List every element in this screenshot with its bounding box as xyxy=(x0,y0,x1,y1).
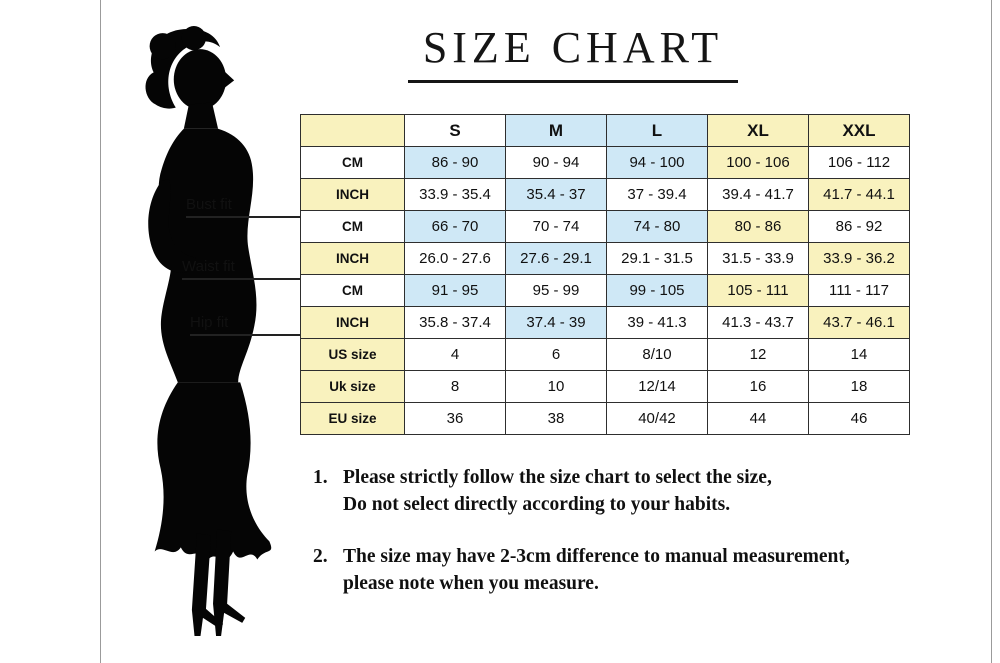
size-value-cell: 41.7 - 44.1 xyxy=(808,178,910,211)
size-table-row: EU size 36 38 40/42 44 46 xyxy=(300,402,910,435)
note-1-number: 1. xyxy=(313,467,328,488)
note-1-line-1: Please strictly follow the size chart to… xyxy=(343,467,772,488)
row-label-cell: INCH xyxy=(300,306,405,339)
size-table: S M L XL XXL CM 86 - 90 90 - 94 94 - 100 100 - 10… xyxy=(300,114,910,435)
size-table-header-row: S M L XL XXL xyxy=(300,114,910,147)
size-value-cell: 33.9 - 35.4 xyxy=(404,178,506,211)
size-value-cell: 86 - 90 xyxy=(404,146,506,179)
size-value-cell: 8 xyxy=(404,370,506,403)
size-column-header: M xyxy=(505,114,607,147)
fit-label-hip: Hip fit xyxy=(190,314,302,336)
note-2-number: 2. xyxy=(313,546,328,567)
size-value-cell: 35.4 - 37 xyxy=(505,178,607,211)
size-value-cell: 39 - 41.3 xyxy=(606,306,708,339)
row-label-cell: CM xyxy=(300,210,405,243)
page-title: SIZE CHART xyxy=(408,22,738,83)
right-border-line xyxy=(991,0,992,663)
size-value-cell: 37.4 - 39 xyxy=(505,306,607,339)
size-value-cell: 41.3 - 43.7 xyxy=(707,306,809,339)
size-value-cell: 46 xyxy=(808,402,910,435)
size-table-row: CM 86 - 90 90 - 94 94 - 100 100 - 106 106 - 1… xyxy=(300,146,910,179)
size-table-row: CM 66 - 70 70 - 74 74 - 80 80 - 86 86 - 92 xyxy=(300,210,910,243)
size-value-cell: 44 xyxy=(707,402,809,435)
note-1-body: Please strictly follow the size chart to… xyxy=(343,464,772,518)
size-value-cell: 29.1 - 31.5 xyxy=(606,242,708,275)
size-value-cell: 70 - 74 xyxy=(505,210,607,243)
size-value-cell: 26.0 - 27.6 xyxy=(404,242,506,275)
size-value-cell: 40/42 xyxy=(606,402,708,435)
size-value-cell: 39.4 - 41.7 xyxy=(707,178,809,211)
size-value-cell: 66 - 70 xyxy=(404,210,506,243)
note-2-line-2: please note when you measure. xyxy=(343,573,599,594)
size-value-cell: 80 - 86 xyxy=(707,210,809,243)
size-value-cell: 8/10 xyxy=(606,338,708,371)
fit-label-bust-text: Bust fit xyxy=(186,196,232,213)
note-2-line-1: The size may have 2-3cm difference to ma… xyxy=(343,546,850,567)
row-label-cell: Uk size xyxy=(300,370,405,403)
size-value-cell: 27.6 - 29.1 xyxy=(505,242,607,275)
size-table-row: CM 91 - 95 95 - 99 99 - 105 105 - 111 111 - 1… xyxy=(300,274,910,307)
size-table-row: Uk size 8 10 12/14 16 18 xyxy=(300,370,910,403)
size-column-header: S xyxy=(404,114,506,147)
size-value-cell: 91 - 95 xyxy=(404,274,506,307)
size-value-cell: 18 xyxy=(808,370,910,403)
size-value-cell: 37 - 39.4 xyxy=(606,178,708,211)
size-value-cell: 95 - 99 xyxy=(505,274,607,307)
size-value-cell: 74 - 80 xyxy=(606,210,708,243)
note-2: 2. The size may have 2-3cm difference to… xyxy=(313,543,983,597)
fit-label-hip-text: Hip fit xyxy=(190,314,229,331)
row-label-cell: CM xyxy=(300,274,405,307)
size-value-cell: 86 - 92 xyxy=(808,210,910,243)
size-value-cell: 105 - 111 xyxy=(707,274,809,307)
size-value-cell: 6 xyxy=(505,338,607,371)
row-label-cell: INCH xyxy=(300,178,405,211)
left-border-line xyxy=(100,0,101,663)
size-value-cell: 36 xyxy=(404,402,506,435)
woman-silhouette xyxy=(145,26,272,636)
size-value-cell: 4 xyxy=(404,338,506,371)
size-value-cell: 10 xyxy=(505,370,607,403)
size-value-cell: 106 - 112 xyxy=(808,146,910,179)
fit-label-waist-text: Waist fit xyxy=(182,258,235,275)
size-value-cell: 16 xyxy=(707,370,809,403)
size-value-cell: 12/14 xyxy=(606,370,708,403)
size-column-header: XL xyxy=(707,114,809,147)
corner-cell xyxy=(300,114,405,147)
size-value-cell: 100 - 106 xyxy=(707,146,809,179)
woman-silhouette-shape xyxy=(145,26,272,636)
size-value-cell: 35.8 - 37.4 xyxy=(404,306,506,339)
fit-label-waist: Waist fit xyxy=(182,258,302,280)
size-value-cell: 31.5 - 33.9 xyxy=(707,242,809,275)
size-table-row: INCH 33.9 - 35.4 35.4 - 37 37 - 39.4 39.4 - … xyxy=(300,178,910,211)
size-value-cell: 99 - 105 xyxy=(606,274,708,307)
note-1: 1. Please strictly follow the size chart… xyxy=(313,464,983,518)
size-value-cell: 38 xyxy=(505,402,607,435)
size-value-cell: 90 - 94 xyxy=(505,146,607,179)
size-value-cell: 94 - 100 xyxy=(606,146,708,179)
size-value-cell: 14 xyxy=(808,338,910,371)
fit-label-bust: Bust fit xyxy=(186,196,302,218)
note-1-line-2: Do not select directly according to your… xyxy=(343,494,731,515)
size-value-cell: 111 - 117 xyxy=(808,274,910,307)
note-2-body: The size may have 2-3cm difference to ma… xyxy=(343,543,850,597)
size-table-row: INCH 26.0 - 27.6 27.6 - 29.1 29.1 - 31.5 31.… xyxy=(300,242,910,275)
row-label-cell: CM xyxy=(300,146,405,179)
size-table-row: INCH 35.8 - 37.4 37.4 - 39 39 - 41.3 41.3 - … xyxy=(300,306,910,339)
size-value-cell: 33.9 - 36.2 xyxy=(808,242,910,275)
size-value-cell: 43.7 - 46.1 xyxy=(808,306,910,339)
row-label-cell: EU size xyxy=(300,402,405,435)
row-label-cell: US size xyxy=(300,338,405,371)
size-table-row: US size 4 6 8/10 12 14 xyxy=(300,338,910,371)
row-label-cell: INCH xyxy=(300,242,405,275)
size-value-cell: 12 xyxy=(707,338,809,371)
size-column-header: L xyxy=(606,114,708,147)
size-column-header: XXL xyxy=(808,114,910,147)
